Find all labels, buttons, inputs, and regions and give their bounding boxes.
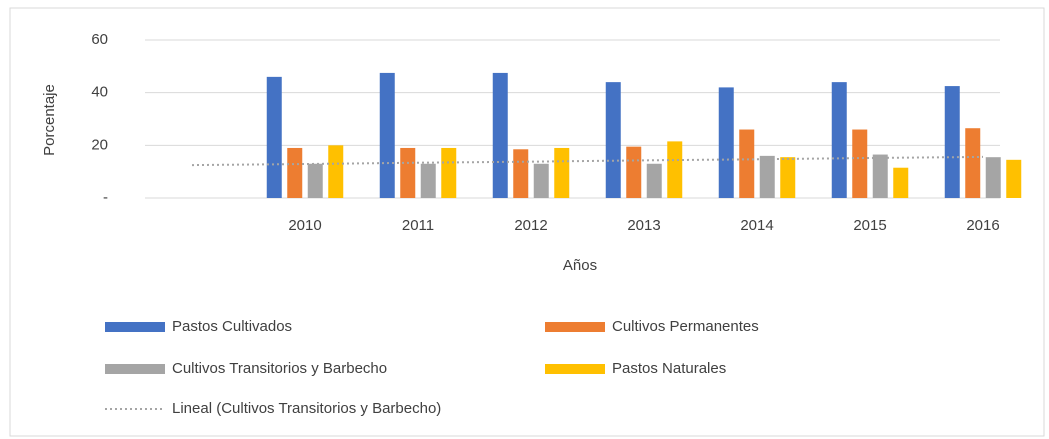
bar: [944, 86, 960, 198]
x-tick-label: 2011: [402, 217, 434, 234]
legend-label: Cultivos Permanentes: [612, 318, 759, 335]
bar: [646, 163, 662, 198]
y-tick-label: 20: [91, 136, 108, 153]
y-tick-label: 40: [91, 84, 108, 101]
legend-swatch: [545, 322, 605, 332]
x-tick-label: 2010: [288, 217, 321, 234]
y-axis-label: Porcentaje: [41, 84, 58, 156]
bar: [554, 147, 570, 198]
trendline: [191, 155, 984, 167]
legend-swatch: [105, 364, 165, 374]
bar: [266, 76, 282, 198]
bar: [1006, 159, 1022, 198]
bar: [441, 147, 457, 198]
x-axis-label: Años: [563, 257, 597, 274]
chart-frame: [9, 7, 1045, 437]
bar: [379, 72, 395, 198]
x-tick-label: 2012: [514, 217, 547, 234]
bar: [400, 147, 416, 198]
bar: [831, 82, 847, 198]
y-tick-label: 60: [91, 31, 108, 48]
legend-swatch: [105, 322, 165, 332]
legend-label: Pastos Cultivados: [172, 318, 292, 335]
x-tick-label: 2016: [966, 217, 999, 234]
bar: [492, 72, 508, 198]
bar: [328, 145, 344, 198]
bar: [307, 163, 323, 198]
bar: [667, 141, 683, 198]
bar: [287, 147, 303, 198]
legend-label: Cultivos Transitorios y Barbecho: [172, 360, 387, 377]
bar: [780, 157, 796, 198]
bar: [893, 167, 909, 198]
bar: [513, 149, 529, 198]
bar: [872, 154, 888, 198]
bar: [852, 129, 868, 198]
bar: [605, 82, 621, 198]
bar: [965, 128, 981, 198]
bar: [533, 163, 549, 198]
bar: [420, 163, 436, 198]
x-tick-label: 2014: [740, 217, 773, 234]
legend-swatch: [545, 364, 605, 374]
bar: [739, 129, 755, 198]
bar: [626, 146, 642, 198]
bar: [718, 87, 734, 198]
x-tick-label: 2015: [853, 217, 886, 234]
legend-label: Pastos Naturales: [612, 360, 726, 377]
y-tick-label: -: [103, 189, 108, 206]
bar: [759, 155, 775, 198]
x-tick-label: 2013: [627, 217, 660, 234]
legend-label: Lineal (Cultivos Transitorios y Barbecho…: [172, 400, 441, 417]
bar: [985, 157, 1001, 198]
